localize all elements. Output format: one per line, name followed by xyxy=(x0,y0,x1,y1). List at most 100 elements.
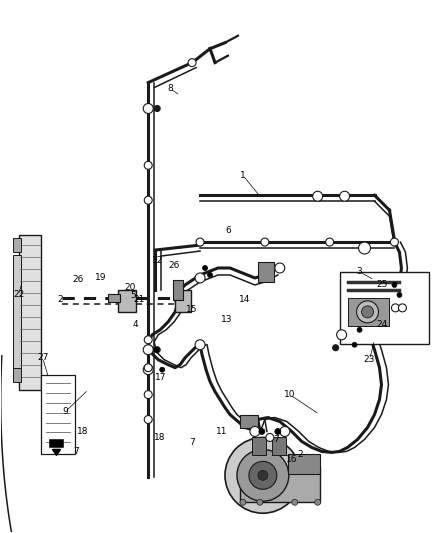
Text: 6: 6 xyxy=(225,225,231,235)
Polygon shape xyxy=(53,449,60,455)
Bar xyxy=(252,438,266,455)
Circle shape xyxy=(144,364,152,372)
Text: 1: 1 xyxy=(240,171,246,180)
Circle shape xyxy=(314,499,321,505)
Circle shape xyxy=(357,327,362,332)
Bar xyxy=(348,298,389,326)
Circle shape xyxy=(259,429,265,434)
Circle shape xyxy=(361,306,374,318)
Bar xyxy=(339,272,429,344)
Circle shape xyxy=(275,263,285,273)
Text: 7: 7 xyxy=(74,447,79,456)
Circle shape xyxy=(144,416,152,424)
Text: 16: 16 xyxy=(286,455,297,464)
Text: 2: 2 xyxy=(58,295,64,304)
Text: 2: 2 xyxy=(297,450,303,459)
Circle shape xyxy=(195,273,205,283)
Circle shape xyxy=(143,103,153,114)
Bar xyxy=(41,375,75,455)
Bar xyxy=(272,438,286,455)
Bar xyxy=(108,294,120,302)
Circle shape xyxy=(144,336,152,344)
Circle shape xyxy=(326,238,334,246)
Bar xyxy=(288,455,320,474)
Text: 23: 23 xyxy=(364,355,375,364)
Circle shape xyxy=(258,470,268,480)
Circle shape xyxy=(399,304,406,312)
Circle shape xyxy=(250,426,260,437)
Circle shape xyxy=(144,196,152,204)
Text: 17: 17 xyxy=(155,373,167,382)
Circle shape xyxy=(275,429,281,434)
Circle shape xyxy=(392,304,399,312)
Circle shape xyxy=(195,340,205,350)
Circle shape xyxy=(292,499,298,505)
Circle shape xyxy=(154,347,160,353)
Bar xyxy=(240,415,258,429)
Text: 26: 26 xyxy=(73,276,84,285)
Text: 3: 3 xyxy=(357,268,362,277)
Bar xyxy=(19,235,41,390)
Circle shape xyxy=(313,191,323,201)
Text: 20: 20 xyxy=(124,284,136,293)
Circle shape xyxy=(208,272,212,278)
Text: 27: 27 xyxy=(37,353,48,362)
Text: 24: 24 xyxy=(377,320,388,329)
Text: 18: 18 xyxy=(77,427,88,436)
Circle shape xyxy=(160,367,165,372)
Circle shape xyxy=(266,433,274,441)
Text: 15: 15 xyxy=(186,305,198,314)
Circle shape xyxy=(143,345,153,355)
Circle shape xyxy=(225,438,301,513)
Circle shape xyxy=(154,347,159,352)
Circle shape xyxy=(249,462,277,489)
Bar xyxy=(240,467,320,502)
Circle shape xyxy=(392,282,397,287)
Text: 7: 7 xyxy=(189,438,195,447)
Circle shape xyxy=(352,342,357,347)
Text: 12: 12 xyxy=(152,255,163,264)
Circle shape xyxy=(332,345,339,351)
Text: 19: 19 xyxy=(95,273,106,282)
Circle shape xyxy=(237,449,289,501)
Text: 4: 4 xyxy=(132,320,138,329)
Text: 9: 9 xyxy=(63,407,68,416)
Circle shape xyxy=(144,161,152,169)
Circle shape xyxy=(202,265,208,270)
Text: 11: 11 xyxy=(216,427,228,436)
Circle shape xyxy=(188,59,196,67)
Circle shape xyxy=(390,238,399,246)
Text: 13: 13 xyxy=(221,316,233,324)
Circle shape xyxy=(257,499,263,505)
Bar xyxy=(49,439,64,447)
Circle shape xyxy=(337,330,346,340)
Text: 18: 18 xyxy=(155,433,166,442)
Bar xyxy=(118,290,136,312)
Circle shape xyxy=(240,499,246,505)
Text: 25: 25 xyxy=(377,280,388,289)
Circle shape xyxy=(397,293,402,297)
Circle shape xyxy=(143,365,153,375)
Bar xyxy=(13,368,21,382)
Text: 8: 8 xyxy=(167,84,173,93)
Circle shape xyxy=(280,426,290,437)
Circle shape xyxy=(357,301,378,323)
Bar xyxy=(175,290,191,312)
Text: 21: 21 xyxy=(134,295,145,304)
Text: 10: 10 xyxy=(284,390,296,399)
Circle shape xyxy=(261,238,269,246)
Text: 14: 14 xyxy=(239,295,251,304)
Circle shape xyxy=(154,106,160,111)
Bar xyxy=(173,280,183,300)
Text: 7: 7 xyxy=(273,435,279,444)
Text: 22: 22 xyxy=(13,290,24,300)
Circle shape xyxy=(359,242,371,254)
Circle shape xyxy=(339,191,350,201)
Circle shape xyxy=(144,391,152,399)
Text: 26: 26 xyxy=(169,261,180,270)
Bar xyxy=(13,238,21,252)
Bar xyxy=(13,255,21,379)
Text: 5: 5 xyxy=(131,292,136,301)
Circle shape xyxy=(196,238,204,246)
Bar xyxy=(258,262,274,282)
